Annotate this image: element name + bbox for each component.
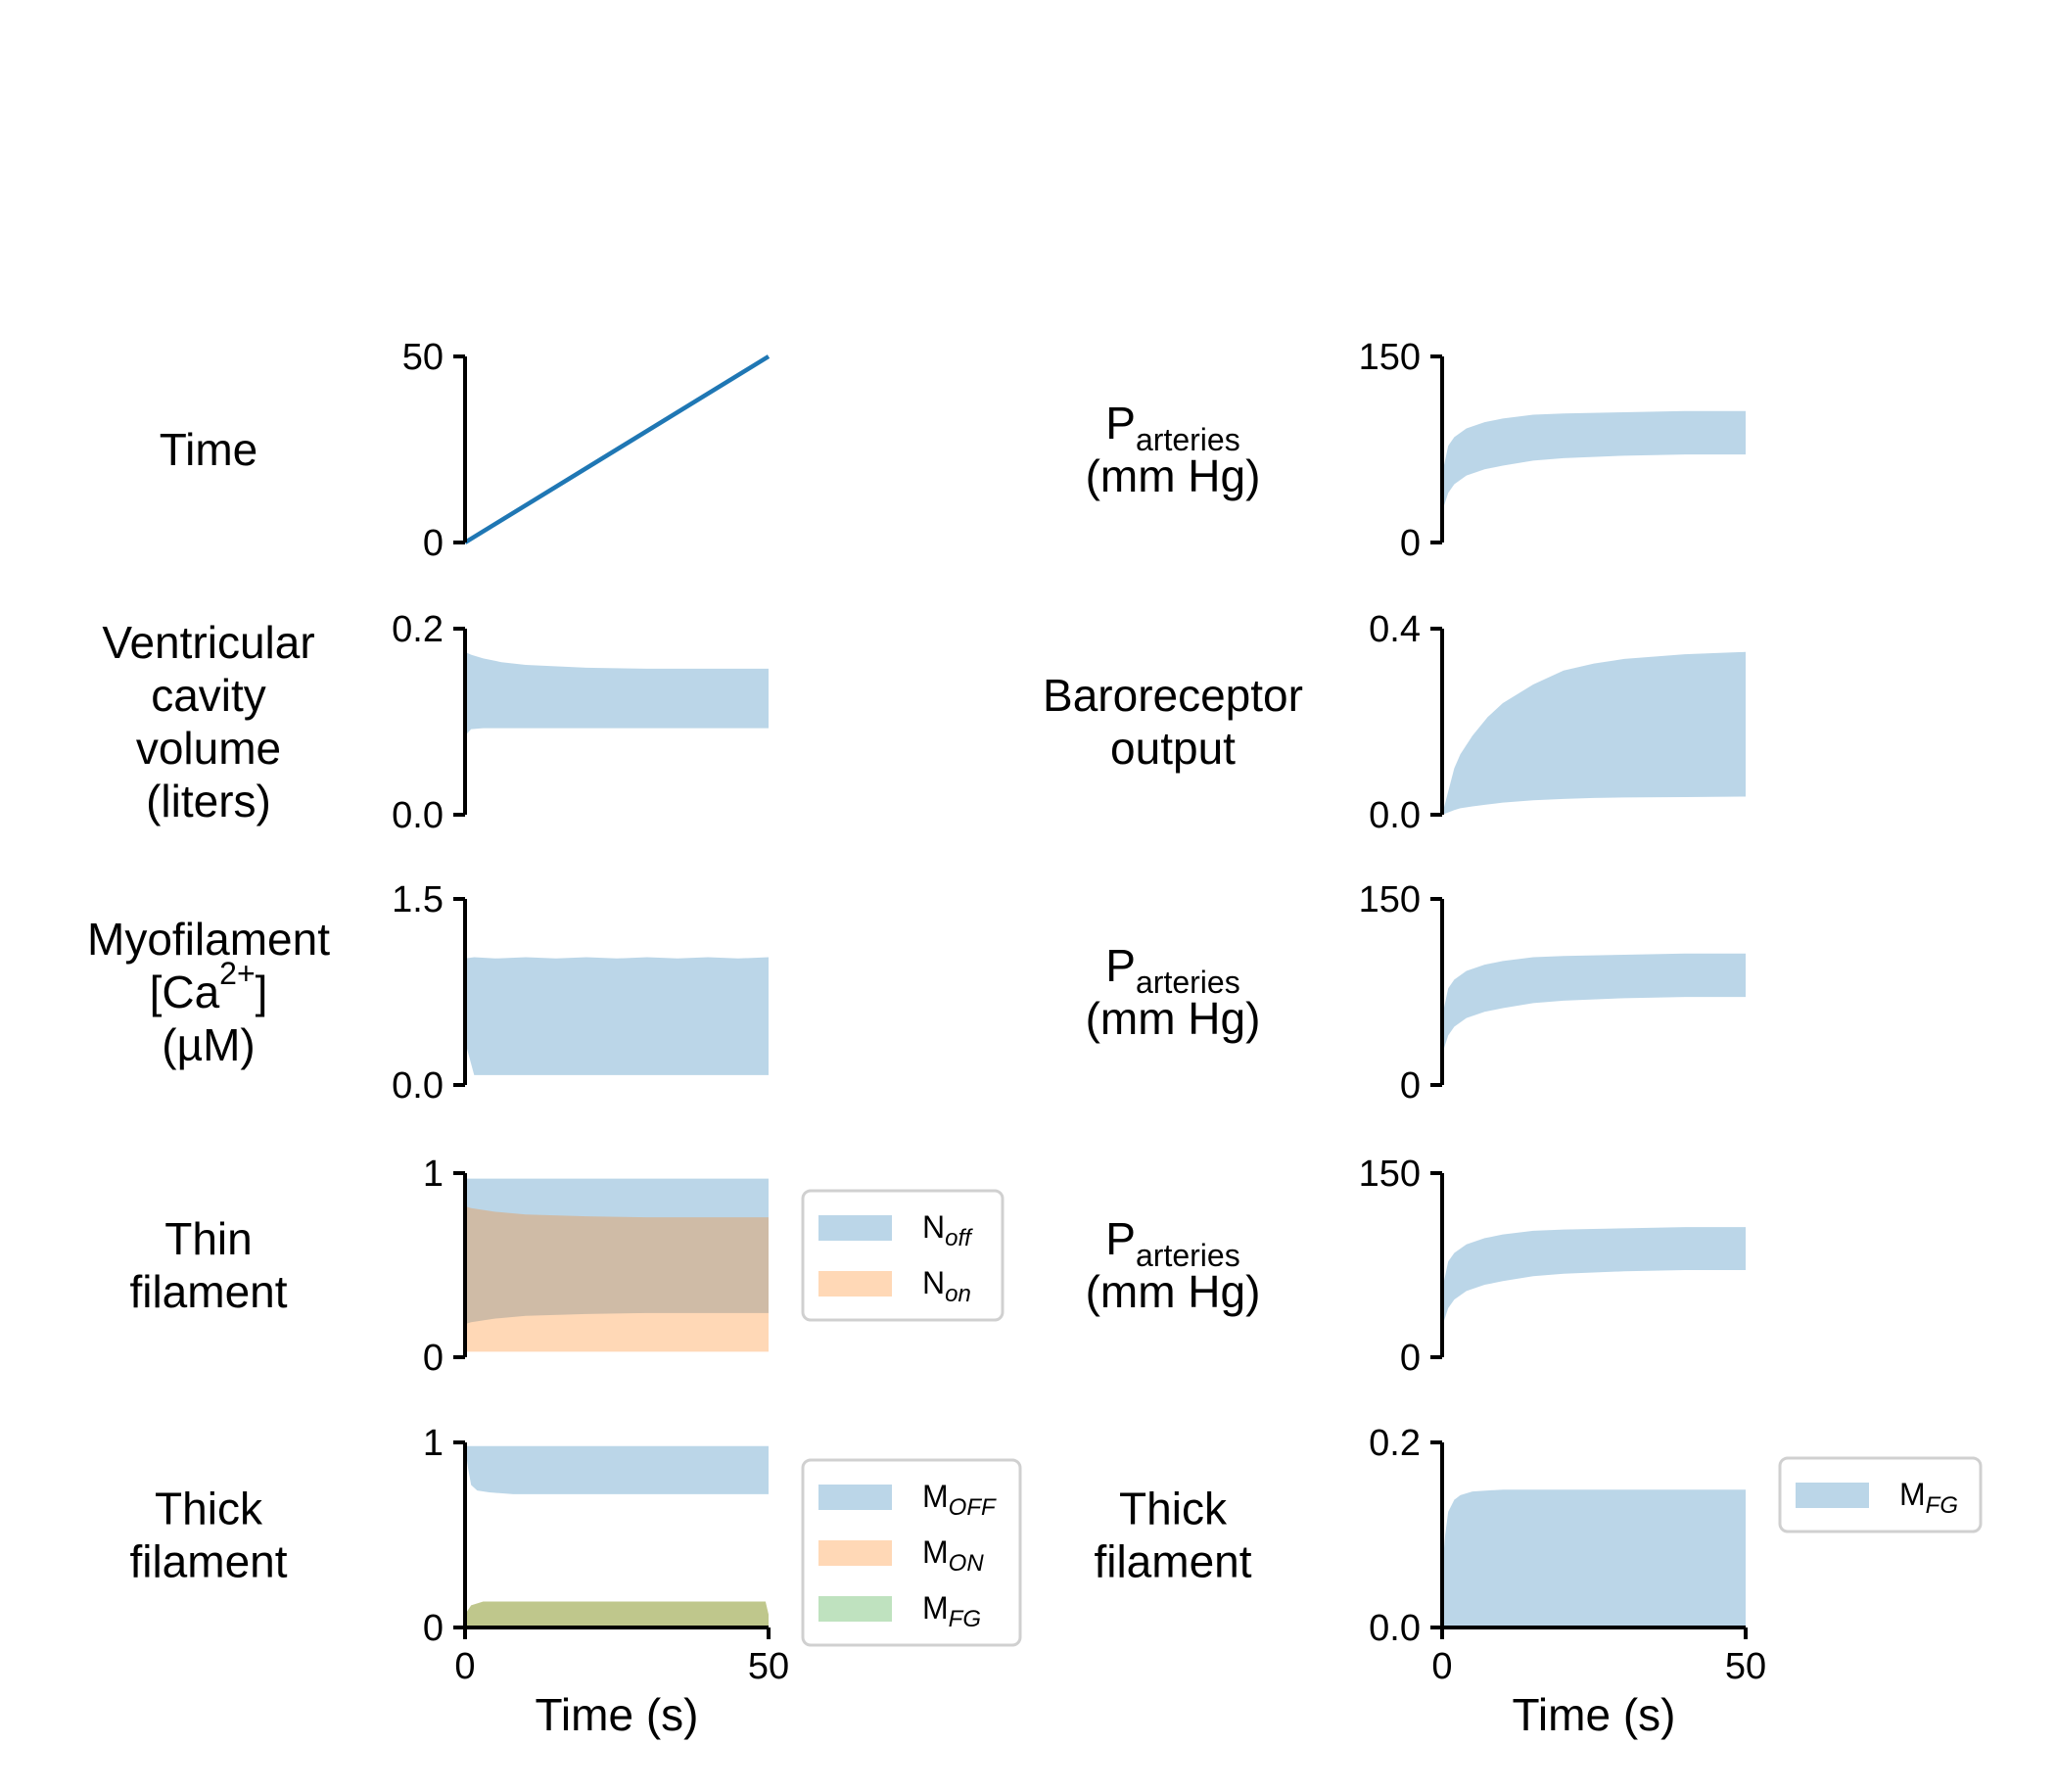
legend-swatch bbox=[818, 1271, 892, 1297]
legend-entry: MON bbox=[922, 1534, 984, 1577]
y-tick-label: 0.0 bbox=[392, 1065, 444, 1107]
y-tick-label: 0 bbox=[1400, 1065, 1421, 1107]
legend-entry: Non bbox=[922, 1265, 971, 1307]
area-thin-filament-non bbox=[465, 1205, 769, 1352]
y-tick-label: 0 bbox=[423, 1608, 444, 1649]
legend-swatch bbox=[818, 1215, 892, 1241]
area-thick-filament-left-mon bbox=[465, 1601, 769, 1627]
y-tick-label: 0.0 bbox=[392, 795, 444, 836]
row-label-ventricular-volume: volume bbox=[136, 723, 281, 774]
y-tick-label: 1 bbox=[423, 1154, 444, 1195]
row-label-thick-filament-right: Thick bbox=[1119, 1484, 1228, 1534]
area-thick-filament-right-mfg bbox=[1442, 1489, 1746, 1627]
subplot-arterial-pressure-3: 0 150 Parteries(mm Hg) bbox=[1086, 1154, 1746, 1379]
area-arterial-pressure-2-series-0 bbox=[1442, 953, 1746, 1055]
area-thick-filament-left-moff bbox=[465, 1445, 769, 1494]
area-myofilament-ca-series-0 bbox=[465, 957, 769, 1075]
y-tick-label: 150 bbox=[1359, 1154, 1421, 1195]
y-tick-label: 50 bbox=[402, 337, 444, 378]
legend-swatch bbox=[818, 1485, 892, 1510]
y-tick-label: 0.0 bbox=[1369, 1608, 1421, 1649]
legend-swatch bbox=[818, 1540, 892, 1566]
row-label-thin-filament: Thin bbox=[164, 1213, 252, 1264]
row-label-baroreceptor: Baroreceptor bbox=[1043, 670, 1303, 721]
y-tick-label: 0 bbox=[1400, 523, 1421, 564]
legend-box bbox=[1778, 1456, 1983, 1533]
y-tick-label: 1 bbox=[423, 1423, 444, 1464]
row-label-thick-filament-left: filament bbox=[129, 1536, 287, 1587]
area-ventricular-volume-series-0 bbox=[465, 651, 769, 736]
line-series-time bbox=[463, 354, 771, 544]
row-label-ventricular-volume: cavity bbox=[151, 670, 266, 721]
legend-entry: Noff bbox=[922, 1209, 973, 1251]
y-tick-label: 150 bbox=[1359, 337, 1421, 378]
area-arterial-pressure-3-series-0 bbox=[1442, 1227, 1746, 1327]
row-label-arterial-pressure-2: Parteries bbox=[1105, 940, 1239, 1000]
area-baroreceptor-series-0 bbox=[1442, 651, 1746, 815]
y-tick-label: 0.2 bbox=[392, 609, 444, 650]
legend-swatch bbox=[1796, 1483, 1869, 1508]
legend-thick-filament-right: MFG bbox=[1778, 1456, 1983, 1533]
row-label-ventricular-volume: Ventricular bbox=[102, 617, 314, 668]
row-label-myofilament-ca: [Ca2+] bbox=[150, 956, 268, 1017]
y-tick-label: 0 bbox=[423, 1338, 444, 1379]
row-label-thick-filament-left: Thick bbox=[155, 1484, 263, 1534]
row-label-ventricular-volume: (liters) bbox=[146, 776, 271, 826]
row-label-arterial-pressure-1: (mm Hg) bbox=[1086, 450, 1261, 501]
subplot-arterial-pressure-2: 0 150 Parteries(mm Hg) bbox=[1086, 879, 1746, 1107]
subplot-arterial-pressure-1: 0 150 Parteries(mm Hg) bbox=[1086, 337, 1746, 564]
y-tick-label: 0.4 bbox=[1369, 609, 1421, 650]
legend-thin-filament: Noff Non bbox=[801, 1189, 1005, 1322]
row-label-myofilament-ca: (µM) bbox=[162, 1019, 255, 1070]
x-tick-label: 0 bbox=[1431, 1646, 1452, 1687]
x-tick-label: 0 bbox=[454, 1646, 475, 1687]
subplot-myofilament-ca: 0.0 1.5 Myofilament[Ca2+](µM) bbox=[87, 879, 769, 1107]
row-label-baroreceptor: output bbox=[1110, 723, 1236, 774]
x-tick-label: 50 bbox=[1725, 1646, 1766, 1687]
x-tick-label: 50 bbox=[748, 1646, 789, 1687]
legend-swatch bbox=[818, 1596, 892, 1622]
legend-thick-filament-left: MOFF MON MFG bbox=[801, 1458, 1022, 1647]
row-label-time: Time bbox=[160, 424, 258, 475]
legend-box bbox=[801, 1189, 1005, 1322]
y-tick-label: 0 bbox=[423, 523, 444, 564]
row-label-arterial-pressure-3: (mm Hg) bbox=[1086, 1266, 1261, 1317]
area-arterial-pressure-1-series-0 bbox=[1442, 410, 1746, 512]
row-label-arterial-pressure-1: Parteries bbox=[1105, 398, 1239, 457]
x-axis-label: Time (s) bbox=[1513, 1689, 1676, 1740]
row-label-arterial-pressure-2: (mm Hg) bbox=[1086, 993, 1261, 1044]
legend-entry: MOFF bbox=[922, 1479, 997, 1521]
row-label-myofilament-ca: Myofilament bbox=[87, 914, 330, 965]
area-thin-filament-noff bbox=[465, 1178, 769, 1325]
y-tick-label: 0 bbox=[1400, 1338, 1421, 1379]
subplot-time: 0 50 Time bbox=[160, 337, 771, 564]
y-tick-label: 0.2 bbox=[1369, 1423, 1421, 1464]
x-axis-label: Time (s) bbox=[536, 1689, 699, 1740]
legend-entry: MFG bbox=[1899, 1477, 1958, 1519]
legend-entry: MFG bbox=[922, 1590, 981, 1632]
row-label-thin-filament: filament bbox=[129, 1266, 287, 1317]
y-tick-label: 150 bbox=[1359, 879, 1421, 920]
y-tick-label: 0.0 bbox=[1369, 795, 1421, 836]
row-label-arterial-pressure-3: Parteries bbox=[1105, 1213, 1239, 1273]
area-thick-filament-left-mfg bbox=[465, 1601, 769, 1627]
row-label-thick-filament-right: filament bbox=[1094, 1536, 1251, 1587]
legend-box bbox=[801, 1458, 1022, 1647]
y-tick-label: 1.5 bbox=[392, 879, 444, 920]
